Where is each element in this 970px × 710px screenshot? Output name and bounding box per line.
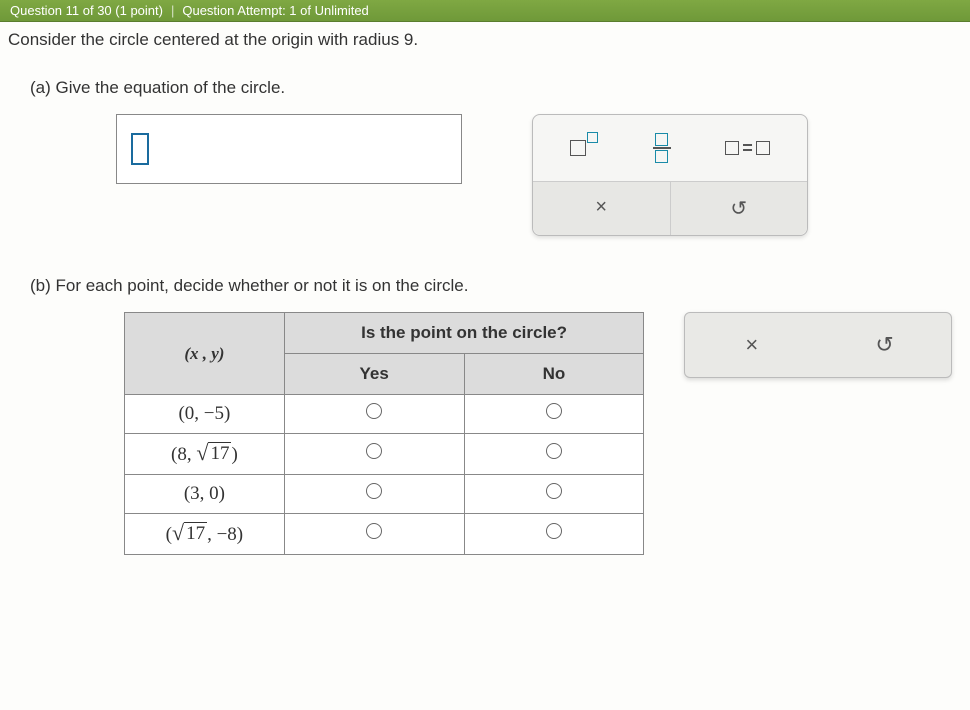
undo-button[interactable]: ↺: [670, 182, 808, 235]
question-prompt: Consider the circle centered at the orig…: [6, 30, 952, 50]
clear-button[interactable]: ×: [685, 313, 818, 377]
part-b-label: (b) For each point, decide whether or no…: [30, 276, 952, 296]
no-radio[interactable]: [546, 523, 562, 539]
xy-header: (x , y): [125, 313, 285, 395]
attempt-info: Question Attempt: 1 of Unlimited: [182, 3, 368, 18]
yes-radio[interactable]: [366, 403, 382, 419]
no-cell: [464, 514, 644, 555]
point-prefix: (8,: [171, 444, 196, 465]
yes-cell: [284, 475, 464, 514]
table-row: (0, −5): [125, 395, 644, 434]
point-suffix: ): [231, 444, 237, 465]
clear-button[interactable]: ×: [533, 182, 670, 235]
table-row: (√17, −8): [125, 514, 644, 555]
no-cell: [464, 434, 644, 475]
yes-cell: [284, 514, 464, 555]
table-row: (8, √17): [125, 434, 644, 475]
point-cell: (8, √17): [125, 434, 285, 475]
points-table: (x , y) Is the point on the circle? Yes …: [124, 312, 644, 555]
toolbox-actions-row: × ↺: [533, 181, 807, 235]
question-top-bar: Question 11 of 30 (1 point) | Question A…: [0, 0, 970, 22]
yes-radio[interactable]: [366, 443, 382, 459]
toolbox-symbols-row: =: [533, 115, 807, 181]
yes-header: Yes: [284, 354, 464, 395]
no-radio[interactable]: [546, 483, 562, 499]
divider: |: [171, 3, 174, 18]
point-cell: (√17, −8): [125, 514, 285, 555]
no-cell: [464, 475, 644, 514]
equation-input[interactable]: [116, 114, 462, 184]
math-toolbox: = × ↺: [532, 114, 808, 236]
table-row: (3, 0): [125, 475, 644, 514]
no-radio[interactable]: [546, 443, 562, 459]
yes-cell: [284, 395, 464, 434]
point-cell: (0, −5): [125, 395, 285, 434]
no-cell: [464, 395, 644, 434]
fraction-tool[interactable]: [653, 133, 671, 163]
point-cell: (3, 0): [125, 475, 285, 514]
table-side-controls: × ↺: [684, 312, 952, 378]
sqrt-icon: √17: [172, 522, 207, 546]
yes-radio[interactable]: [366, 483, 382, 499]
table-header-row: (x , y) Is the point on the circle?: [125, 313, 644, 354]
no-radio[interactable]: [546, 403, 562, 419]
point-suffix: , −8): [207, 524, 243, 545]
question-number: Question 11 of 30 (1 point): [10, 3, 163, 18]
yes-radio[interactable]: [366, 523, 382, 539]
sqrt-icon: √17: [196, 442, 231, 466]
yes-cell: [284, 434, 464, 475]
part-a-label: (a) Give the equation of the circle.: [30, 78, 952, 98]
no-header: No: [464, 354, 644, 395]
equation-tool[interactable]: =: [725, 138, 770, 159]
undo-button[interactable]: ↺: [818, 313, 951, 377]
sqrt-arg: 17: [208, 442, 231, 466]
input-cursor-box: [131, 133, 149, 165]
exponent-tool[interactable]: [570, 140, 598, 156]
question-header: Is the point on the circle?: [284, 313, 644, 354]
sqrt-arg: 17: [184, 522, 207, 546]
